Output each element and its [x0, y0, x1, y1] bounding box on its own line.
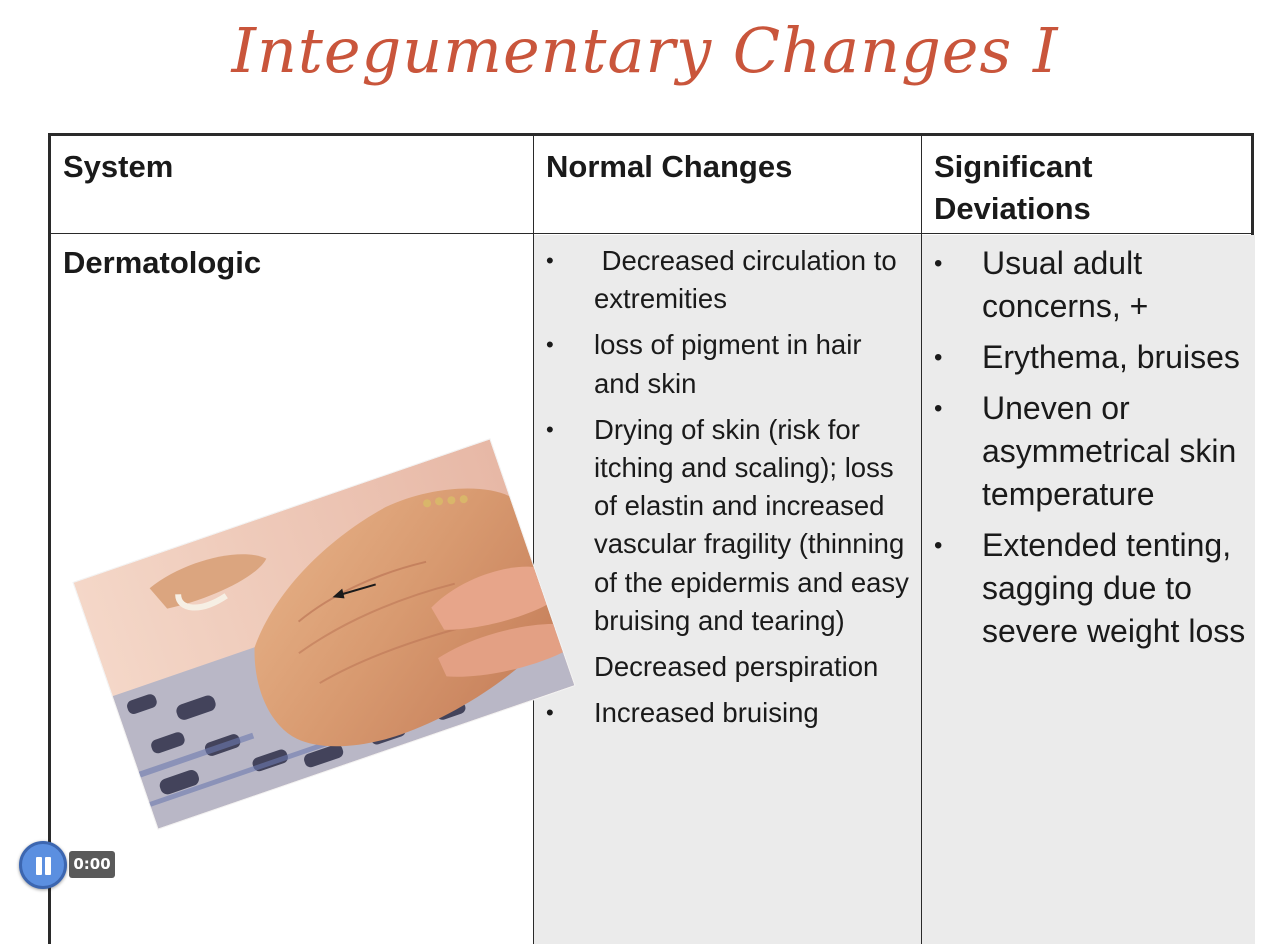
media-player: 0:00	[19, 841, 119, 889]
bullet-icon: •	[546, 332, 554, 358]
list-item: • Extended tenting, sagging due to severe…	[934, 524, 1252, 653]
list-item: • loss of pigment in hair and skin	[546, 326, 912, 402]
list-item: • Erythema, bruises	[934, 336, 1252, 379]
bullet-icon: •	[546, 416, 554, 442]
slide-title: Integumentary Changes I	[231, 14, 1059, 87]
list-item: • Decreased circulation to extremities	[546, 242, 912, 318]
list-item: • Increased bruising	[546, 694, 912, 732]
header-system: System	[63, 149, 174, 184]
pause-icon	[36, 857, 42, 875]
bullet-icon: •	[546, 700, 554, 726]
significant-deviations-list: • Usual adult concerns, + • Erythema, brui…	[934, 242, 1252, 661]
bullet-icon: •	[934, 395, 943, 422]
normal-changes-list: • Decreased circulation to extremities •…	[546, 242, 912, 740]
row-label-dermatologic: Dermatologic	[63, 245, 262, 280]
playback-time: 0:00	[69, 851, 115, 878]
bullet-icon: •	[934, 344, 943, 371]
bullet-icon: •	[934, 532, 943, 559]
aged-hand-skin-photo	[73, 439, 575, 829]
bullet-icon: •	[546, 248, 554, 273]
normal-changes-column: Normal Changes • Decreased circulation t…	[533, 136, 922, 944]
bullet-icon: •	[934, 250, 943, 277]
header-significant-deviations: Significant Deviations	[934, 149, 1093, 226]
header-normal-changes: Normal Changes	[546, 149, 793, 184]
list-item: • Drying of skin (risk for itching and sc…	[546, 411, 912, 640]
significant-deviations-column: Significant Deviations • Usual adult conc…	[921, 136, 1255, 944]
list-item: •Decreased perspiration	[546, 648, 912, 686]
pause-button[interactable]	[19, 841, 67, 889]
list-item: • Uneven or asymmetrical skin temperature	[934, 387, 1252, 516]
list-item: • Usual adult concerns, +	[934, 242, 1252, 328]
